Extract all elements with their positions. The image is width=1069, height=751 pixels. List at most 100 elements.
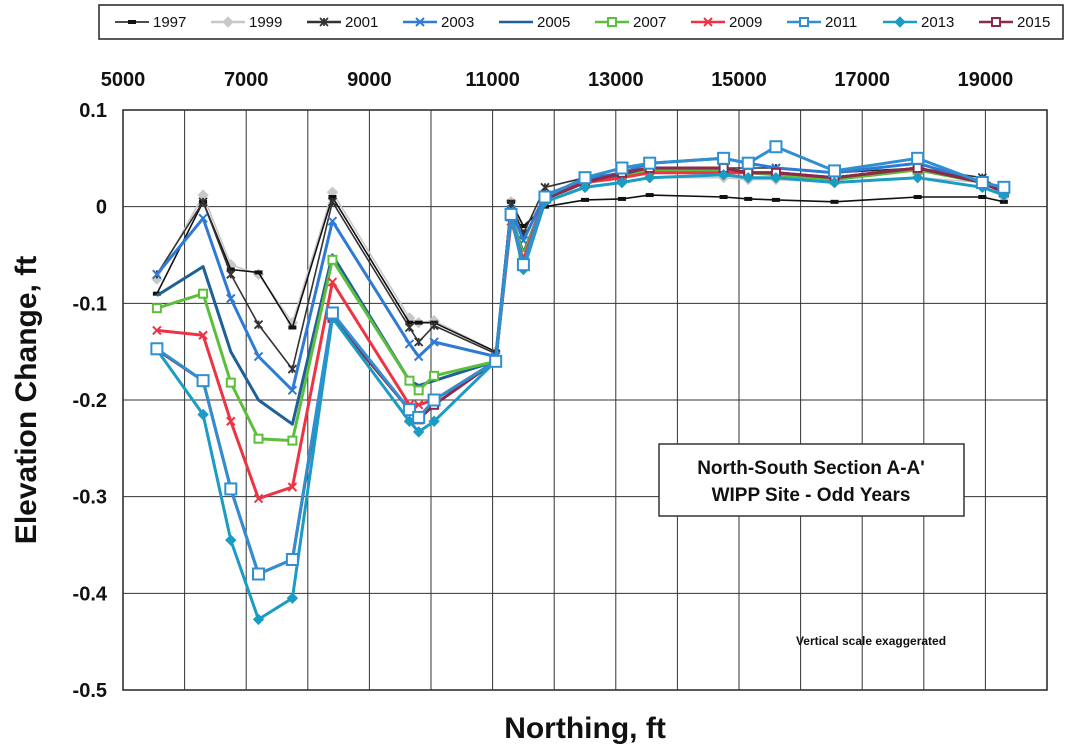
x-axis-title: Northing, ft [504, 712, 666, 745]
data-point [287, 364, 298, 374]
data-point [975, 176, 989, 189]
y-tick-label: 0 [96, 197, 107, 219]
y-tick-label: -0.2 [73, 390, 107, 412]
annotation-box: North-South Section A-A' WIPP Site - Odd… [658, 443, 965, 517]
data-point [427, 393, 441, 407]
data-point [287, 435, 298, 446]
data-point [226, 267, 235, 272]
data-point [828, 176, 841, 189]
data-point [197, 408, 209, 421]
data-point [581, 197, 589, 202]
legend-label: 2009 [729, 14, 762, 31]
annotation-frame [658, 443, 965, 517]
data-point [429, 337, 439, 347]
data-point [913, 195, 922, 199]
data-point [894, 16, 906, 28]
data-point [412, 426, 425, 438]
data-point [226, 269, 236, 279]
data-point [643, 156, 657, 170]
data-point [538, 190, 552, 204]
data-point [327, 254, 338, 265]
data-point [997, 180, 1011, 194]
data-point [978, 195, 987, 199]
data-point [286, 592, 299, 604]
data-point [516, 258, 530, 272]
data-point [770, 171, 782, 184]
data-point [428, 415, 440, 427]
x-tick-label: 11000 [465, 69, 520, 91]
data-point [328, 195, 337, 199]
y-axis-title: Elevation Change, ft [10, 256, 43, 544]
data-point [489, 354, 503, 368]
data-point [414, 320, 423, 325]
data-point [404, 322, 415, 333]
data-point [402, 403, 416, 417]
data-point [912, 163, 923, 173]
data-point [412, 410, 426, 424]
data-point [151, 303, 162, 314]
data-point [414, 337, 424, 347]
data-point [288, 325, 297, 330]
legend-item-2001: 2001 [307, 14, 378, 31]
legend-item-2015: 2015 [979, 14, 1050, 31]
data-point [252, 613, 265, 626]
data-point [327, 277, 338, 287]
data-point [717, 151, 731, 165]
data-point [830, 199, 839, 204]
legend-label: 2011 [825, 14, 857, 31]
y-tick-label: -0.1 [73, 293, 107, 315]
annotation-line2: WIPP Site - Odd Years [712, 485, 911, 506]
data-point [413, 385, 424, 396]
data-point [254, 270, 263, 275]
data-point [150, 342, 164, 356]
legend-label: 2015 [1017, 14, 1050, 31]
legend-item-2011: 2011 [787, 14, 857, 31]
x-tick-label: 7000 [224, 69, 269, 91]
legend-label: 2001 [345, 14, 378, 31]
data-point [253, 433, 264, 444]
data-point [413, 351, 424, 362]
data-point [769, 140, 783, 154]
data-point [128, 20, 136, 24]
data-point [327, 216, 338, 226]
data-point [253, 493, 264, 504]
annotation-line1: North-South Section A-A' [697, 458, 925, 479]
data-point [152, 291, 161, 296]
data-point [198, 330, 208, 340]
x-axis-ticks: 5000 7000 9000 11000 13000 15000 17000 19000 [101, 69, 1013, 91]
data-point [717, 169, 730, 181]
data-point [225, 534, 237, 546]
y-axis-ticks: 0.1 0 -0.1 -0.2 -0.3 -0.4 -0.5 [73, 100, 108, 702]
data-point [222, 16, 234, 28]
data-point [911, 151, 925, 165]
data-point [252, 567, 266, 581]
data-point [607, 17, 617, 27]
data-point [429, 320, 439, 331]
chart-legend: 1997 1999 2001 2003 2005 2007 2009 2011 2013 2015 [98, 4, 1064, 40]
data-point [827, 164, 841, 178]
data-point [703, 17, 713, 27]
legend-item-2013: 2013 [883, 14, 954, 31]
data-point [991, 17, 1001, 27]
legend-item-2003: 2003 [403, 14, 474, 31]
data-point [999, 199, 1008, 204]
data-point [404, 375, 415, 386]
data-point [799, 17, 809, 27]
legend-item-1997: 1997 [115, 14, 186, 31]
data-point [771, 197, 780, 202]
scale-note: Vertical scale exaggerated [796, 634, 946, 648]
data-point [616, 176, 628, 189]
x-tick-label: 5000 [101, 69, 146, 91]
data-point [319, 17, 329, 27]
data-point [578, 171, 592, 185]
legend-label: 2013 [921, 14, 954, 31]
legend-item-2009: 2009 [691, 14, 762, 31]
data-point [196, 374, 210, 388]
legend-label: 2005 [537, 14, 570, 31]
data-point [617, 196, 626, 201]
data-point [413, 400, 424, 410]
legend-label: 1997 [153, 14, 186, 31]
x-tick-label: 13000 [588, 69, 644, 91]
y-tick-label: 0.1 [79, 100, 107, 122]
